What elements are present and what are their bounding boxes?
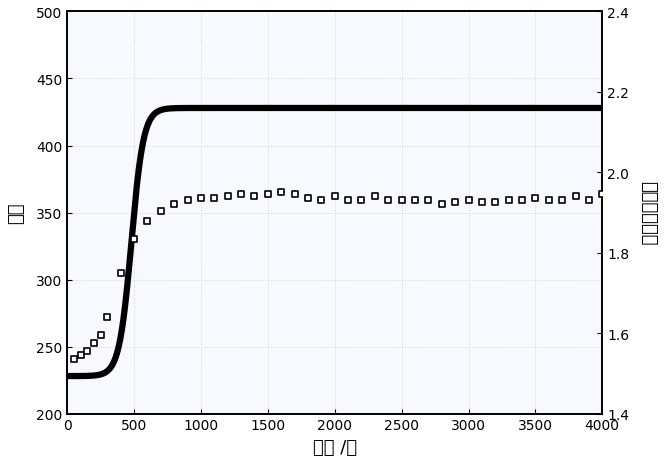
Point [88, 340, 99, 347]
Point [343, 197, 353, 205]
Point [477, 200, 487, 207]
Point [436, 201, 447, 209]
Point [410, 197, 420, 205]
Point [370, 194, 380, 201]
Point [383, 197, 394, 205]
Point [530, 195, 540, 203]
Point [517, 197, 527, 205]
Y-axis label: 链长: 链长 [7, 202, 25, 224]
Point [303, 195, 313, 203]
Point [316, 197, 327, 205]
Point [490, 200, 501, 207]
Point [96, 332, 106, 339]
Point [82, 348, 92, 355]
Point [209, 195, 220, 203]
Y-axis label: 链长分布系数: 链长分布系数 [639, 181, 657, 245]
Point [142, 218, 153, 225]
Point [290, 191, 300, 199]
Point [196, 195, 207, 203]
Point [396, 197, 407, 205]
Point [584, 197, 594, 205]
Point [182, 197, 193, 205]
Point [503, 197, 514, 205]
Point [75, 352, 86, 359]
Point [450, 200, 460, 207]
Point [129, 236, 139, 243]
Point [557, 197, 568, 205]
Point [356, 197, 367, 205]
Point [68, 356, 79, 363]
Point [329, 194, 340, 201]
Point [169, 201, 179, 209]
Point [116, 269, 126, 277]
X-axis label: 时间 /秒: 时间 /秒 [313, 438, 357, 456]
Point [236, 191, 246, 199]
Point [262, 191, 273, 199]
Point [102, 314, 113, 321]
Point [597, 191, 608, 199]
Point [155, 207, 166, 215]
Point [249, 194, 260, 201]
Point [423, 197, 434, 205]
Point [570, 194, 581, 201]
Point [276, 189, 287, 197]
Point [543, 197, 554, 205]
Point [222, 194, 233, 201]
Point [463, 197, 474, 205]
